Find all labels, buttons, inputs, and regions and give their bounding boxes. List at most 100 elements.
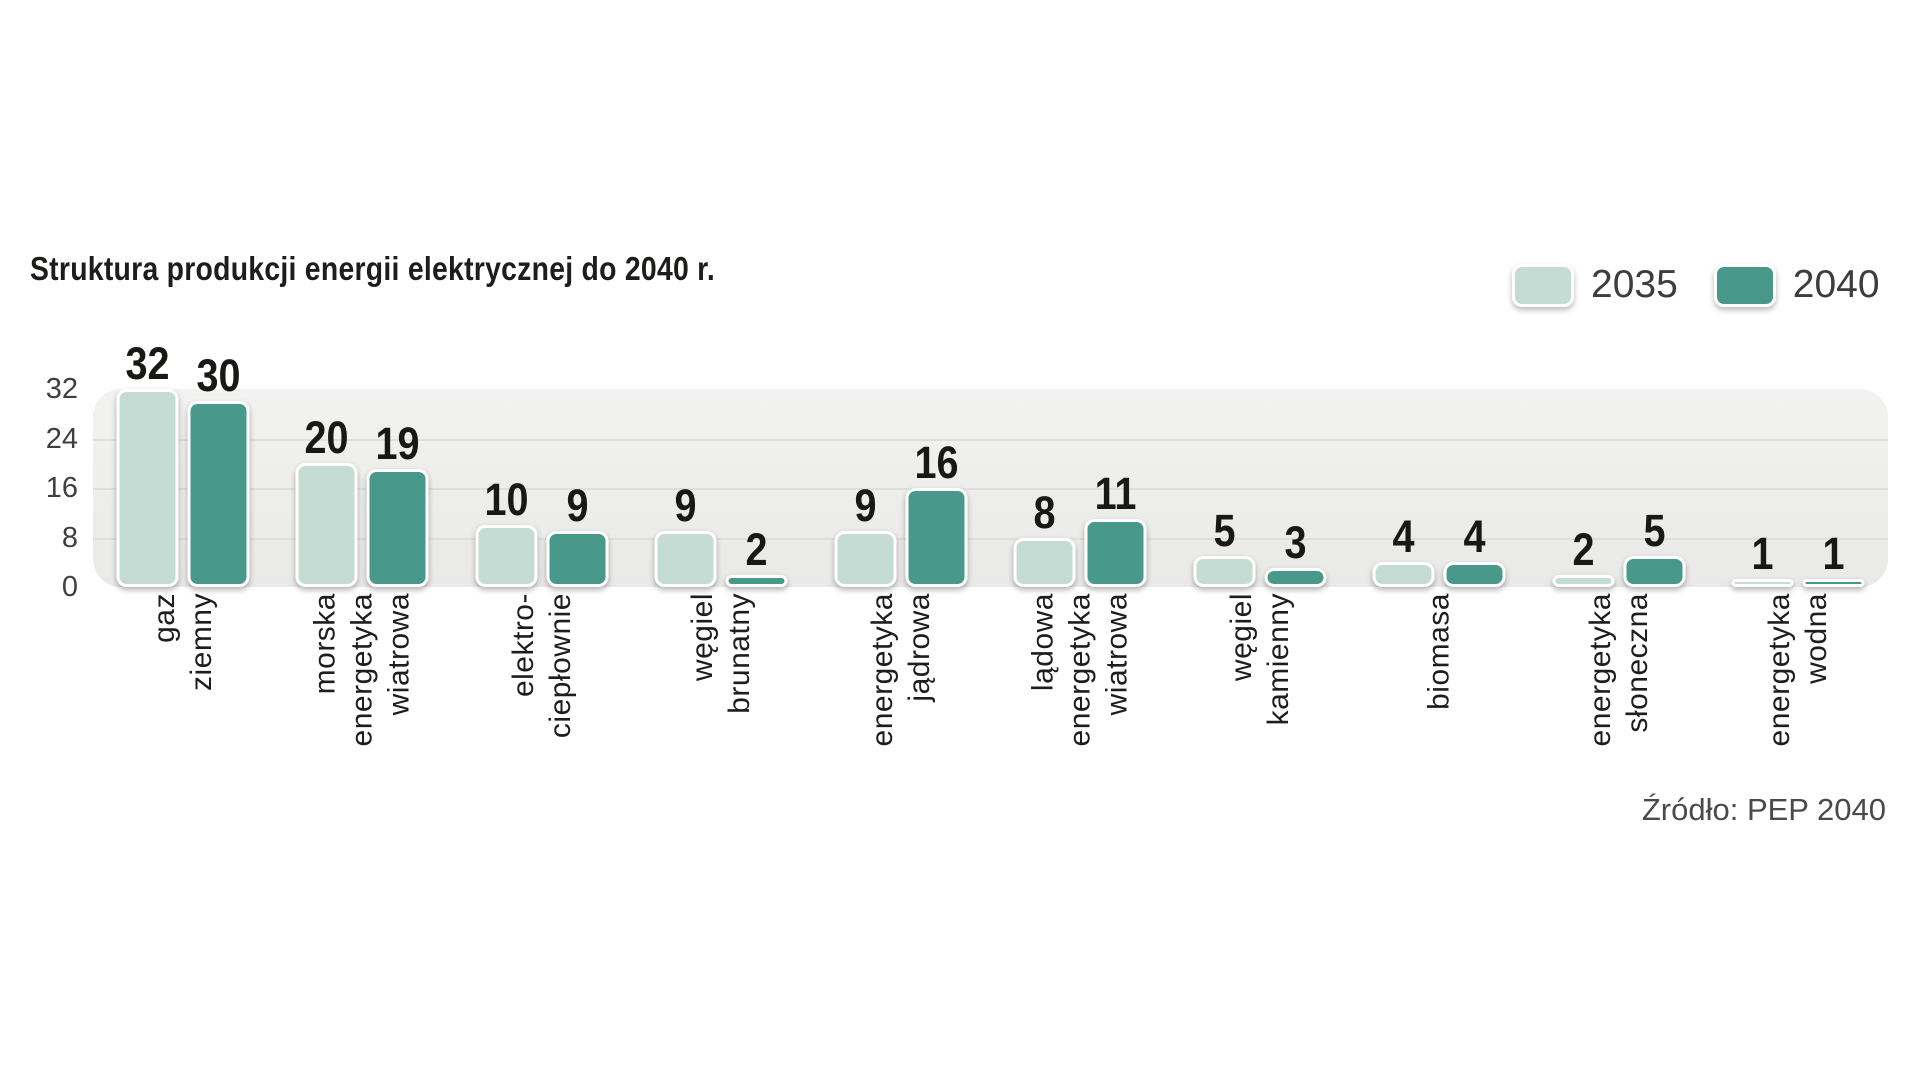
barwrap-2035-energetyka-jądrowa: 9 (834, 483, 897, 587)
value-label-2040-lądowa-energetyka-wiatrowa: 11 (1094, 467, 1137, 519)
barwrap-2040-energetyka-wodna: 1 (1802, 531, 1865, 587)
value-label-2040-energetyka-jądrowa: 16 (914, 437, 959, 488)
value-label-2040-elektro--ciepłownie: 9 (566, 480, 589, 532)
y-tick-8: 8 (61, 521, 78, 554)
gridline-16 (93, 488, 1888, 490)
bar-2035-węgiel-brunatny (654, 531, 717, 587)
bar-2035-elektro--ciepłownie (475, 525, 538, 587)
gridline-24 (93, 438, 1888, 441)
bar-2035-gaz-ziemny (116, 389, 179, 587)
barwrap-2035-biomasa: 4 (1372, 514, 1435, 587)
y-axis: 32 24 16 8 0 (14, 375, 78, 602)
value-label-2035-biomasa: 4 (1392, 511, 1415, 563)
x-label-gaz-ziemny: gaz ziemny (147, 593, 218, 692)
y-tick-16: 16 (45, 472, 78, 504)
legend-swatch-2040-icon (1713, 263, 1776, 307)
x-axis-labels: gaz ziemny morska energetyka wiatrowa elektro… (93, 593, 1888, 853)
bar-pair: 32 30 (116, 341, 250, 587)
value-label-2040-biomasa: 4 (1463, 511, 1486, 563)
bar-2035-lądowa-energetyka-wiatrowa (1013, 537, 1076, 587)
value-label-2035-węgiel-kamienny: 5 (1213, 505, 1236, 557)
bar-2040-elektro--ciepłownie (546, 531, 609, 587)
barwrap-2040-lądowa-energetyka-wiatrowa: 11 (1084, 471, 1147, 587)
value-label-2035-energetyka-wodna: 1 (1751, 528, 1774, 579)
bar-2040-lądowa-energetyka-wiatrowa (1084, 518, 1147, 587)
category-group-gaz-ziemny: 32 30 (93, 341, 273, 587)
bar-pair: 8 11 (1013, 471, 1147, 587)
bar-2040-węgiel-brunatny (725, 574, 788, 587)
bar-2035-morska-energetyka-wiatrowa (295, 463, 358, 587)
bar-pair: 9 16 (834, 440, 968, 587)
barwrap-2040-węgiel-kamienny: 3 (1264, 520, 1327, 587)
legend-label-2040: 2040 (1792, 263, 1880, 306)
x-label-energetyka-wodna: energetyka wodna (1763, 593, 1834, 747)
x-label-cell-gaz-ziemny: gaz ziemny (93, 593, 273, 853)
x-label-węgiel-kamienny: węgiel kamienny (1224, 593, 1295, 726)
barwrap-2035-gaz-ziemny: 32 (116, 341, 179, 587)
barwrap-2035-węgiel-brunatny: 9 (654, 483, 717, 587)
barwrap-2035-lądowa-energetyka-wiatrowa: 8 (1013, 490, 1076, 587)
chart-title: Struktura produkcji energii elektrycznej… (30, 250, 827, 288)
x-label-cell-węgiel-brunatny: węgiel brunatny (632, 593, 812, 853)
bar-pair: 20 19 (295, 415, 429, 587)
barwrap-2040-energetyka-słoneczna: 5 (1623, 508, 1686, 587)
bar-2035-energetyka-wodna (1731, 579, 1794, 587)
value-label-2035-gaz-ziemny: 32 (125, 338, 170, 389)
legend-item-2035: 2035 (1512, 263, 1678, 307)
barwrap-2035-energetyka-wodna: 1 (1731, 531, 1794, 587)
x-label-cell-morska-energetyka-wiatrowa: morska energetyka wiatrowa (273, 593, 453, 853)
barwrap-2035-węgiel-kamienny: 5 (1193, 508, 1256, 587)
x-label-cell-lądowa-energetyka-wiatrowa: lądowa energetyka wiatrowa (991, 593, 1171, 853)
bar-2040-morska-energetyka-wiatrowa (366, 469, 429, 587)
value-label-2040-energetyka-słoneczna: 5 (1643, 505, 1666, 557)
legend-item-2040: 2040 (1713, 263, 1880, 307)
barwrap-2040-elektro--ciepłownie: 9 (546, 483, 609, 587)
category-group-morska-energetyka-wiatrowa: 20 19 (273, 389, 453, 587)
value-label-2035-morska-energetyka-wiatrowa: 20 (304, 412, 349, 464)
bar-2040-energetyka-słoneczna (1623, 556, 1686, 587)
x-label-cell-energetyka-jądrowa: energetyka jądrowa (811, 593, 991, 853)
bar-2035-energetyka-słoneczna (1552, 574, 1615, 587)
x-label-węgiel-brunatny: węgiel brunatny (686, 593, 757, 714)
value-label-2040-węgiel-brunatny: 2 (745, 523, 768, 575)
bar-2035-węgiel-kamienny (1193, 556, 1256, 587)
value-label-2035-węgiel-brunatny: 9 (674, 480, 697, 532)
chart-title-text: Struktura produkcji energii elektrycznej… (30, 250, 716, 287)
chart-legend: 2035 2040 (1512, 263, 1880, 307)
value-label-2035-lądowa-energetyka-wiatrowa: 8 (1033, 486, 1056, 538)
barwrap-2040-energetyka-jądrowa: 16 (905, 440, 968, 587)
bar-pair: 10 9 (475, 477, 609, 587)
value-label-2040-morska-energetyka-wiatrowa: 19 (375, 418, 420, 470)
bars-layer: 32 30 20 19 10 9 9 2 9 16 8 11 5 3 4 4 2 5 1 1 (93, 341, 1889, 587)
legend-swatch-2035-icon (1512, 263, 1574, 307)
y-tick-24: 24 (45, 422, 78, 455)
x-label-elektro--ciepłownie: elektro-ciepłownie (506, 593, 577, 739)
bar-2035-energetyka-jądrowa (834, 531, 897, 587)
bar-2040-biomasa (1443, 562, 1506, 587)
x-label-lądowa-energetyka-wiatrowa: lądowa energetyka wiatrowa (1026, 593, 1134, 747)
y-tick-0: 0 (61, 571, 78, 603)
gridline-8 (93, 537, 1888, 540)
barwrap-2035-morska-energetyka-wiatrowa: 20 (295, 415, 358, 587)
x-label-morska-energetyka-wiatrowa: morska energetyka wiatrowa (308, 593, 416, 747)
x-label-cell-elektro--ciepłownie: elektro-ciepłownie (452, 593, 632, 853)
value-label-2035-elektro--ciepłownie: 10 (484, 474, 529, 526)
value-label-2040-węgiel-kamienny: 3 (1284, 517, 1307, 569)
x-label-cell-węgiel-kamienny: węgiel kamienny (1170, 593, 1350, 853)
bar-2040-energetyka-jądrowa (905, 488, 968, 587)
value-label-2040-energetyka-wodna: 1 (1822, 528, 1845, 579)
x-label-energetyka-słoneczna: energetyka słoneczna (1583, 593, 1654, 747)
barwrap-2035-energetyka-słoneczna: 2 (1552, 527, 1615, 587)
x-label-cell-biomasa: biomasa (1350, 593, 1530, 853)
source-note: Źródło: PEP 2040 (1641, 792, 1886, 827)
legend-label-2035: 2035 (1591, 263, 1678, 306)
category-group-lądowa-energetyka-wiatrowa: 8 11 (991, 389, 1171, 587)
